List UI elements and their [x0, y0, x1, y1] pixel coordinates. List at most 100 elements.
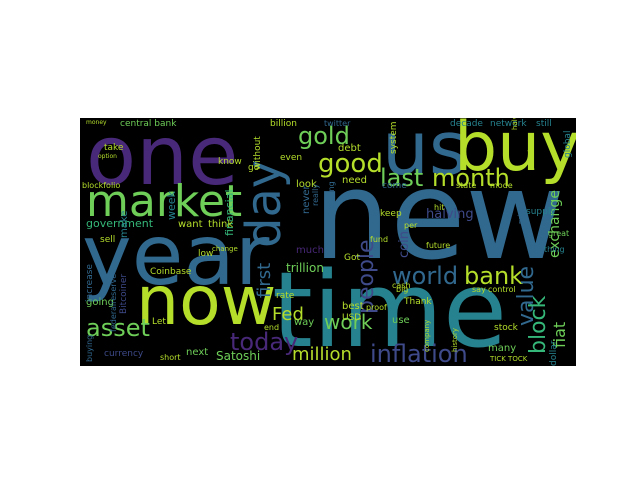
- word-now: now: [136, 262, 277, 341]
- word-take: take: [104, 143, 124, 153]
- word-week: week: [165, 191, 178, 220]
- word-go: go: [248, 163, 260, 173]
- word-market: market: [86, 176, 243, 227]
- word-buy: buy: [454, 118, 576, 187]
- word-halving: halving: [426, 207, 474, 222]
- word-per: per: [404, 221, 418, 230]
- word-thing: thing: [544, 245, 565, 254]
- word-one: one: [86, 118, 239, 204]
- word-stock: stock: [494, 323, 518, 333]
- word-buying: buying: [85, 334, 94, 362]
- word-debt: debt: [338, 143, 361, 154]
- word-state: state: [456, 181, 477, 190]
- word-use: use: [392, 315, 410, 326]
- word-look: look: [296, 179, 317, 190]
- word-bank: bank: [464, 262, 524, 290]
- word-Coinbase: Coinbase: [150, 267, 192, 277]
- word-Thank: Thank: [404, 297, 432, 307]
- word-next: next: [186, 347, 209, 358]
- word-supply: supply: [526, 207, 556, 217]
- word-central-bank: central bank: [120, 119, 177, 129]
- word-Got: Got: [344, 253, 361, 263]
- word-rate: rate: [276, 291, 295, 301]
- word-halvening: halvening: [511, 118, 519, 130]
- word-increase: increase: [85, 264, 95, 302]
- word-last: last: [380, 164, 424, 192]
- word-trillion: trillion: [286, 261, 324, 275]
- word-network: network: [490, 119, 527, 129]
- word-want: want: [178, 219, 203, 230]
- word-year: year: [82, 206, 270, 304]
- word-people: asset: [86, 314, 150, 342]
- word-option: option: [98, 153, 117, 160]
- word-end: end: [264, 323, 280, 332]
- word-good: good: [318, 149, 383, 179]
- word-way: way: [294, 317, 315, 328]
- word-change: change: [212, 245, 238, 253]
- word-make: make: [119, 210, 130, 238]
- word-think: think: [208, 219, 234, 230]
- word-time: time: [272, 249, 507, 366]
- word-currency: currency: [104, 349, 144, 359]
- word-dollar: dollar: [549, 340, 559, 366]
- word-history: history: [451, 327, 459, 352]
- word-gold: gold: [298, 122, 350, 150]
- word-private: private: [517, 199, 525, 224]
- word-new: new: [313, 145, 566, 287]
- word-company: company: [423, 319, 431, 352]
- word-twitter: twitter: [324, 119, 351, 128]
- word-million: million: [292, 344, 352, 365]
- word-tick-tock: TICK TOCK: [490, 355, 528, 363]
- word-without: without: [253, 136, 263, 170]
- word-come: come: [382, 181, 407, 191]
- word-world: world: [392, 262, 459, 290]
- word-month: month: [432, 164, 510, 192]
- word-today: today: [230, 328, 299, 356]
- word-low: low: [198, 249, 214, 259]
- word-Fed: Fed: [272, 304, 304, 325]
- word-really: really: [311, 183, 320, 206]
- word-future: future: [426, 241, 451, 250]
- word-sell: sell: [100, 235, 116, 245]
- word-federalreserve: federalreserve: [109, 273, 118, 332]
- word-Satoshi: Satoshi: [216, 349, 261, 363]
- word-cloud: new year time now one us buy market day …: [80, 118, 576, 366]
- word-promise: promise: [527, 141, 535, 170]
- word-system: system: [389, 121, 399, 154]
- word-say: say: [472, 285, 486, 294]
- word-need: need: [342, 175, 367, 186]
- word-much: much: [296, 245, 324, 256]
- word-going: going: [86, 297, 114, 308]
- word-best: best: [342, 301, 364, 312]
- word-hit: hit: [434, 203, 445, 212]
- word-inflation: inflation: [370, 340, 468, 366]
- word-decade: decade: [450, 119, 483, 129]
- word-Bitcoiner: Bitcoiner: [119, 273, 129, 314]
- word-even: even: [280, 153, 303, 163]
- word-money: money: [86, 119, 107, 126]
- word-many: many: [488, 343, 517, 354]
- word-big: big: [396, 285, 409, 294]
- word-great: great: [548, 229, 570, 238]
- word-USD: USD: [342, 313, 362, 323]
- word-global: global: [563, 130, 573, 158]
- word-government: government: [86, 217, 154, 230]
- word-blockfolio: blockfolio: [82, 181, 121, 190]
- word-cash: cash: [392, 281, 411, 290]
- word-control: control: [488, 285, 516, 294]
- word-work: work: [324, 310, 373, 334]
- word-mode: mode: [490, 181, 513, 190]
- word-coin: coin: [397, 231, 412, 258]
- word-short: short: [160, 353, 181, 362]
- word-first: first: [254, 262, 275, 298]
- word-keep: keep: [380, 209, 402, 219]
- word-proof: proof: [366, 303, 387, 312]
- word-fund: fund: [370, 235, 389, 244]
- word-us: us: [382, 118, 468, 192]
- word-getting: getting: [327, 181, 336, 210]
- word-value: block: [526, 295, 551, 354]
- word-know: know: [218, 157, 242, 167]
- word-billion: billion: [270, 119, 297, 129]
- word-Let: Let: [152, 317, 166, 327]
- word-still: still: [536, 119, 552, 129]
